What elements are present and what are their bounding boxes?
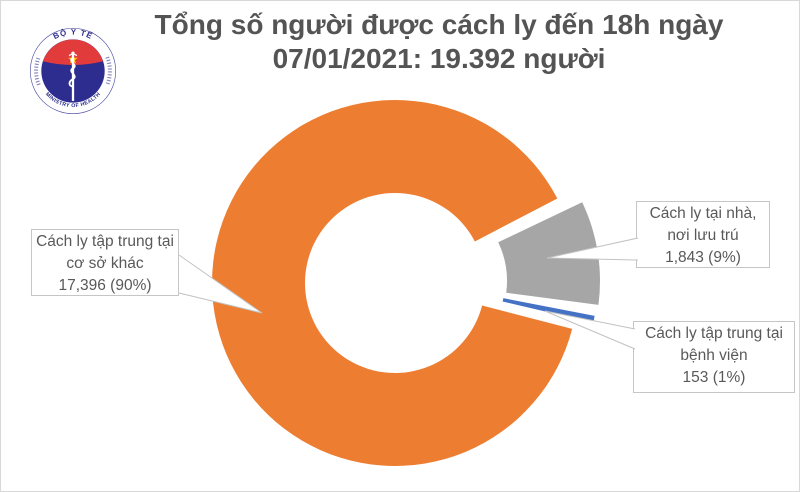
callout-pointer-hospital-quarantine: [544, 310, 636, 350]
callout-value-other-facilities: 17,396 (90%): [58, 277, 152, 294]
callout-pointer-other-facilities: [178, 254, 263, 314]
callout-value-home-quarantine: 1,843 (9%): [665, 249, 741, 266]
chart-title: Tổng số người được cách ly đến 18h ngày …: [85, 8, 793, 76]
ministry-of-health-logo: BỘ Y TẾ MINISTRY OF HEALTH: [30, 27, 116, 114]
callout-value-hospital-quarantine: 153 (1%): [682, 369, 746, 386]
callout-pointer-home-quarantine: [546, 237, 639, 261]
logo-top-text: BỘ Y TẾ: [52, 27, 95, 41]
chart-title-line2: 07/01/2021: 19.392 người: [272, 43, 606, 74]
callout-label-other-facilities: Cách ly tập trung tại cơ sở khác 17,396 …: [31, 229, 179, 296]
callout-text-hospital-quarantine: Cách ly tập trung tại bệnh viện: [645, 325, 783, 364]
chart-title-line1: Tổng số người được cách ly đến 18h ngày: [154, 9, 724, 40]
callout-label-hospital-quarantine: Cách ly tập trung tại bệnh viện 153 (1%): [633, 321, 795, 393]
pie-slice-home-quarantine: [498, 202, 600, 305]
callout-text-other-facilities: Cách ly tập trung tại cơ sở khác: [36, 233, 174, 272]
logo-rod-knob: [71, 51, 75, 55]
pie-slice-hospital-quarantine: [502, 298, 595, 323]
logo-ring-ticks-left: [34, 56, 41, 86]
logo-ring-ticks-right: [105, 56, 112, 86]
pie-slice-other-facilities: [211, 100, 573, 467]
logo-serpent: [68, 56, 76, 88]
callout-label-home-quarantine: Cách ly tại nhà, nơi lưu trú 1,843 (9%): [636, 201, 770, 268]
donut-chart: [211, 100, 600, 467]
callout-text-home-quarantine: Cách ly tại nhà, nơi lưu trú: [649, 205, 757, 244]
